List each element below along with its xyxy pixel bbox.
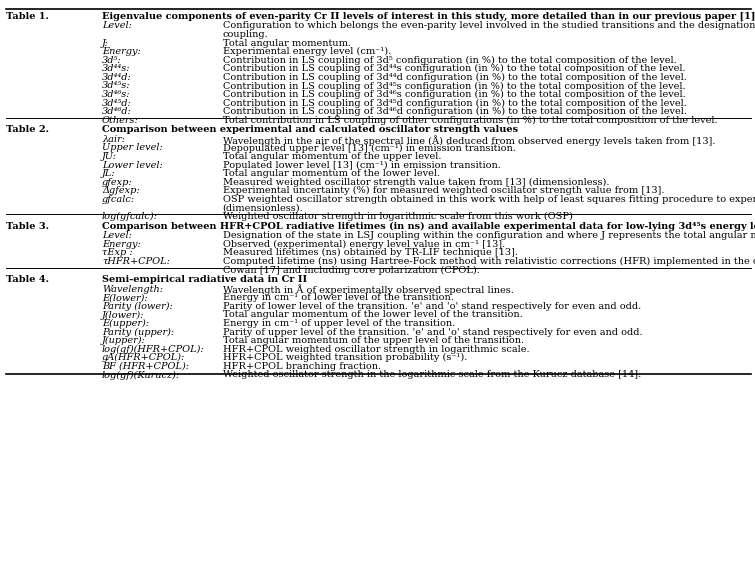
Text: coupling.: coupling. [223, 30, 269, 39]
Text: Configuration to which belongs the even-parity level involved in the studied tra: Configuration to which belongs the even-… [223, 22, 755, 30]
Text: log(gf)(HFR+CPOL):: log(gf)(HFR+CPOL): [102, 345, 205, 354]
Text: Weighted oscillator strength in logarithmic scale from this work (OSP): Weighted oscillator strength in logarith… [223, 212, 572, 221]
Text: Table 1.: Table 1. [6, 12, 49, 21]
Text: Contribution in LS coupling of 3d⁵ configuration (in %) to the total composition: Contribution in LS coupling of 3d⁵ confi… [223, 56, 676, 65]
Text: 3d⁴⁶d:: 3d⁴⁶d: [102, 107, 131, 116]
Text: 3d⁴⁴d:: 3d⁴⁴d: [102, 73, 131, 82]
Text: Contribution in LS coupling of 3d⁴⁶s configuration (in %) to the total compositi: Contribution in LS coupling of 3d⁴⁶s con… [223, 90, 686, 99]
Text: Table 2.: Table 2. [6, 126, 49, 135]
Text: Semi-empirical radiative data in Cr II: Semi-empirical radiative data in Cr II [102, 275, 307, 284]
Text: Wavelength in the air of the spectral line (Å) deduced from observed energy leve: Wavelength in the air of the spectral li… [223, 135, 715, 145]
Text: Table 3.: Table 3. [6, 222, 49, 231]
Text: Total angular momentum of the lower level of the transition.: Total angular momentum of the lower leve… [223, 310, 522, 319]
Text: Parity (lower):: Parity (lower): [102, 302, 173, 311]
Text: Energy:: Energy: [102, 240, 140, 249]
Text: Designation of the state in LSJ coupling within the configuration and where J re: Designation of the state in LSJ coupling… [223, 231, 755, 240]
Text: HFR+CPOL branching fraction.: HFR+CPOL branching fraction. [223, 362, 381, 371]
Text: Populated lower level [13] (cm⁻¹) in emission transition.: Populated lower level [13] (cm⁻¹) in emi… [223, 161, 501, 170]
Text: Energy in cm⁻¹ of upper level of the transition.: Energy in cm⁻¹ of upper level of the tra… [223, 319, 455, 328]
Text: Experimental energy level (cm⁻¹).: Experimental energy level (cm⁻¹). [223, 47, 391, 56]
Text: 3d⁵:: 3d⁵: [102, 56, 122, 65]
Text: Contribution in LS coupling of 3d⁴⁵d configuration (in %) to the total compositi: Contribution in LS coupling of 3d⁴⁵d con… [223, 99, 686, 108]
Text: Eigenvalue components of even-parity Cr II levels of interest in this study, mor: Eigenvalue components of even-parity Cr … [102, 12, 755, 21]
Text: Parity of lower level of the transition. 'e' and 'o' stand respectively for even: Parity of lower level of the transition.… [223, 302, 641, 311]
Text: Energy in cm⁻¹ of lower level of the transition.: Energy in cm⁻¹ of lower level of the tra… [223, 293, 454, 302]
Text: Contribution in LS coupling of 3d⁴⁶d configuration (in %) to the total compositi: Contribution in LS coupling of 3d⁴⁶d con… [223, 107, 687, 116]
Text: log(gfcalc):: log(gfcalc): [102, 212, 158, 221]
Text: Contribution in LS coupling of 3d⁴⁴d configuration (in %) to the total compositi: Contribution in LS coupling of 3d⁴⁴d con… [223, 73, 686, 82]
Text: Others:: Others: [102, 116, 139, 125]
Text: Wavelength in Å of experimentally observed spectral lines.: Wavelength in Å of experimentally observ… [223, 285, 513, 295]
Text: Total angular momentum of the upper level of the transition.: Total angular momentum of the upper leve… [223, 336, 524, 345]
Text: Observed (experimental) energy level value in cm⁻¹ [13].: Observed (experimental) energy level val… [223, 240, 505, 249]
Text: E(lower):: E(lower): [102, 293, 147, 302]
Text: gA(HFR+CPOL):: gA(HFR+CPOL): [102, 353, 185, 362]
Text: Parity of upper level of the transition. 'e' and 'o' stand respectively for even: Parity of upper level of the transition.… [223, 328, 643, 336]
Text: Total contribution in LS coupling of other configurations (in %) to the total co: Total contribution in LS coupling of oth… [223, 116, 717, 125]
Text: gfexp:: gfexp: [102, 178, 133, 187]
Text: Wavelength:: Wavelength: [102, 285, 163, 294]
Text: λair:: λair: [102, 135, 125, 144]
Text: J(upper):: J(upper): [102, 336, 146, 345]
Text: τHFR+CPOL:: τHFR+CPOL: [102, 257, 170, 266]
Text: Comparison between experimental and calculated oscillator strength values: Comparison between experimental and calc… [102, 126, 518, 135]
Text: Parity (upper):: Parity (upper): [102, 328, 174, 337]
Text: Contribution in LS coupling of 3d⁴⁵s configuration (in %) to the total compositi: Contribution in LS coupling of 3d⁴⁵s con… [223, 81, 686, 90]
Text: Total angular momentum of the lower level.: Total angular momentum of the lower leve… [223, 169, 440, 178]
Text: 3d⁴⁶s:: 3d⁴⁶s: [102, 90, 131, 99]
Text: Measured weighted oscillator strength value taken from [13] (dimensionless).: Measured weighted oscillator strength va… [223, 178, 609, 187]
Text: Contribution in LS coupling of 3d⁴⁴s configuration (in %) to the total compositi: Contribution in LS coupling of 3d⁴⁴s con… [223, 64, 686, 73]
Text: 3d⁴⁴s:: 3d⁴⁴s: [102, 64, 131, 73]
Text: Δgfexp:: Δgfexp: [102, 186, 140, 195]
Text: 3d⁴⁵d:: 3d⁴⁵d: [102, 99, 131, 107]
Text: Weighted oscillator strength in the logarithmic scale from the Kurucz database [: Weighted oscillator strength in the loga… [223, 370, 641, 379]
Text: JL:: JL: [102, 169, 116, 178]
Text: Level:: Level: [102, 231, 132, 240]
Text: Cowan [17] and including core polarization (CPOL).: Cowan [17] and including core polarizati… [223, 265, 479, 274]
Text: Table 4.: Table 4. [6, 275, 49, 284]
Text: Level:: Level: [102, 22, 132, 30]
Text: OSP weighted oscillator strength obtained in this work with help of least square: OSP weighted oscillator strength obtaine… [223, 195, 755, 204]
Text: Comparison between HFR+CPOL radiative lifetimes (in ns) and available experiment: Comparison between HFR+CPOL radiative li… [102, 222, 755, 231]
Text: gfcalc:: gfcalc: [102, 195, 135, 204]
Text: Upper level:: Upper level: [102, 144, 162, 152]
Text: Depopulated upper level [13] (cm⁻¹) in emission transition.: Depopulated upper level [13] (cm⁻¹) in e… [223, 144, 516, 153]
Text: BF (HFR+CPOL):: BF (HFR+CPOL): [102, 362, 189, 371]
Text: Lower level:: Lower level: [102, 161, 162, 170]
Text: HFR+CPOL weighted oscillator strength in logarithmic scale.: HFR+CPOL weighted oscillator strength in… [223, 345, 529, 354]
Text: HFR+CPOL weighted transition probability (s⁻¹).: HFR+CPOL weighted transition probability… [223, 353, 467, 362]
Text: 3d⁴⁵s:: 3d⁴⁵s: [102, 81, 131, 90]
Text: Computed lifetime (ns) using Hartree-Fock method with relativistic corrections (: Computed lifetime (ns) using Hartree-Foc… [223, 257, 755, 266]
Text: Experimental uncertainty (%) for measured weighted oscillator strength value fro: Experimental uncertainty (%) for measure… [223, 186, 664, 195]
Text: (dimensionless).: (dimensionless). [223, 203, 304, 212]
Text: JU:: JU: [102, 152, 117, 161]
Text: Energy:: Energy: [102, 47, 140, 56]
Text: log(gf)(Kurucz):: log(gf)(Kurucz): [102, 370, 180, 379]
Text: Measured lifetimes (ns) obtained by TR-LIF technique [13].: Measured lifetimes (ns) obtained by TR-L… [223, 248, 518, 257]
Text: J:: J: [102, 39, 109, 48]
Text: Total angular momentum of the upper level.: Total angular momentum of the upper leve… [223, 152, 441, 161]
Text: E(upper):: E(upper): [102, 319, 149, 328]
Text: J(lower):: J(lower): [102, 310, 144, 320]
Text: τExp :: τExp : [102, 248, 133, 257]
Text: Total angular momentum.: Total angular momentum. [223, 39, 351, 48]
